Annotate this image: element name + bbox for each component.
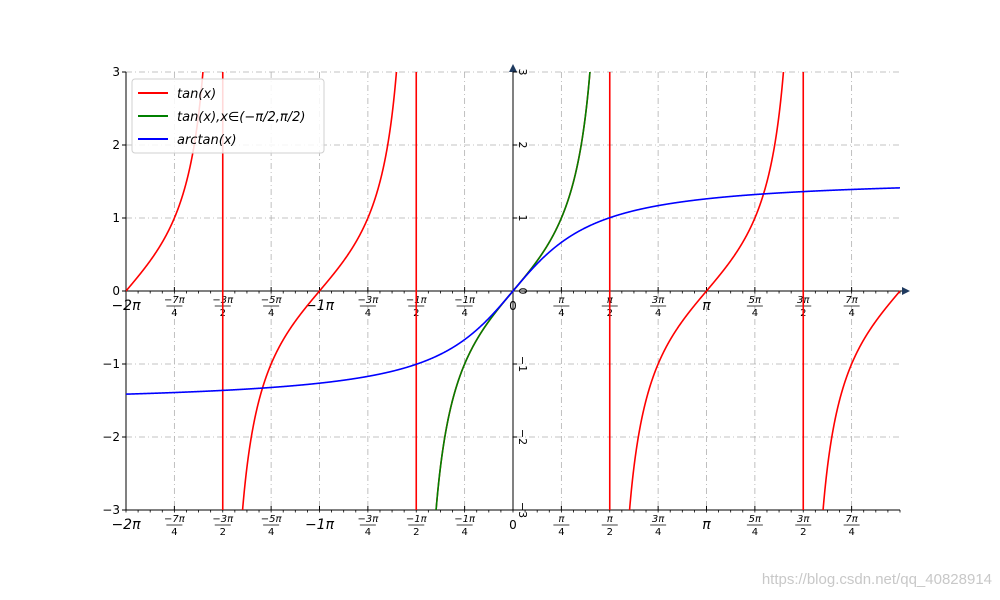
y-tick-label: −2 bbox=[102, 430, 120, 444]
y-center-tick-label: 3 bbox=[516, 69, 529, 76]
tick-text: −2π bbox=[111, 298, 141, 314]
tick-denominator: 4 bbox=[461, 527, 467, 538]
tick-text: π bbox=[702, 517, 711, 533]
tick-denominator: 4 bbox=[268, 527, 274, 538]
x-tick-label: −2π bbox=[111, 506, 141, 533]
tick-text: 0 bbox=[509, 299, 517, 313]
y-center-tick-label: −2 bbox=[516, 429, 529, 445]
tick-denominator: 4 bbox=[461, 308, 467, 319]
tick-denominator: 2 bbox=[220, 527, 226, 538]
tick-denominator: 4 bbox=[558, 527, 564, 538]
y-center-tick-label: −1 bbox=[516, 356, 529, 372]
tick-text: π bbox=[702, 298, 711, 314]
y-tick-label: 0 bbox=[112, 284, 120, 298]
tick-text: −1π bbox=[305, 517, 335, 533]
y-tick-label: −1 bbox=[102, 357, 120, 371]
tick-numerator: −1π bbox=[454, 514, 476, 525]
legend: tan(x) tan(x),x∈(−π/2,π/2) arctan(x) bbox=[131, 78, 325, 154]
x-tick-label: −1π2 bbox=[406, 506, 428, 538]
tick-numerator: 3π bbox=[797, 514, 810, 525]
x-tick-label: 3π4 bbox=[650, 287, 667, 319]
tick-numerator: 7π bbox=[845, 514, 858, 525]
x-tick-label: −3π4 bbox=[357, 287, 379, 319]
y-center-tick-label: −3 bbox=[516, 502, 529, 518]
legend-label: tan(x),x∈(−π/2,π/2) bbox=[177, 110, 305, 125]
y-center-tick-label: 1 bbox=[516, 215, 529, 222]
tick-numerator: 3π bbox=[652, 295, 665, 306]
tick-denominator: 4 bbox=[365, 527, 371, 538]
x-tick-label: −5π4 bbox=[261, 287, 283, 319]
tick-numerator: 7π bbox=[845, 295, 858, 306]
x-tick-label: −5π4 bbox=[261, 506, 283, 538]
x-tick-label: −1π4 bbox=[454, 287, 476, 319]
x-tick-label: π bbox=[702, 506, 711, 533]
tick-text: 0 bbox=[509, 518, 517, 532]
x-tick-label: −7π4 bbox=[164, 287, 186, 319]
tick-numerator: 3π bbox=[652, 514, 665, 525]
tick-numerator: π bbox=[607, 514, 614, 525]
tick-denominator: 2 bbox=[800, 527, 806, 538]
tick-numerator: −1π bbox=[406, 514, 428, 525]
tick-numerator: 5π bbox=[749, 295, 762, 306]
tick-denominator: 4 bbox=[171, 527, 177, 538]
legend-box bbox=[131, 78, 325, 154]
tick-denominator: 4 bbox=[365, 308, 371, 319]
y-axis-arrow bbox=[509, 64, 517, 72]
tick-denominator: 4 bbox=[655, 527, 661, 538]
y-tick-label: 3 bbox=[112, 65, 120, 79]
y-tick-label: 1 bbox=[112, 211, 120, 225]
tick-numerator: −5π bbox=[261, 295, 283, 306]
x-tick-label: 5π4 bbox=[746, 287, 763, 319]
tick-denominator: 4 bbox=[171, 308, 177, 319]
tick-denominator: 4 bbox=[752, 527, 758, 538]
tick-text: −2π bbox=[111, 517, 141, 533]
x-tick-label: −3π2 bbox=[212, 506, 234, 538]
legend-label: arctan(x) bbox=[177, 133, 237, 148]
x-tick-label: 7π4 bbox=[843, 287, 860, 319]
y-tick-label: 2 bbox=[112, 138, 120, 152]
watermark: https://blog.csdn.net/qq_40828914 bbox=[761, 571, 992, 588]
x-tick-label: π4 bbox=[553, 506, 570, 538]
x-axis-arrow bbox=[902, 287, 910, 295]
tick-text: −1π bbox=[305, 298, 335, 314]
tick-denominator: 4 bbox=[268, 308, 274, 319]
x-tick-label: 5π4 bbox=[746, 506, 763, 538]
tick-denominator: 2 bbox=[413, 527, 419, 538]
tick-denominator: 4 bbox=[558, 308, 564, 319]
tick-denominator: 4 bbox=[848, 527, 854, 538]
tick-numerator: −7π bbox=[164, 514, 186, 525]
tick-numerator: 5π bbox=[749, 514, 762, 525]
x-tick-label: 7π4 bbox=[843, 506, 860, 538]
tick-numerator: −3π bbox=[212, 514, 234, 525]
x-tick-label: π4 bbox=[553, 287, 570, 319]
tick-denominator: 4 bbox=[848, 308, 854, 319]
tick-numerator: −1π bbox=[454, 295, 476, 306]
tick-numerator: π bbox=[558, 514, 565, 525]
legend-label: tan(x) bbox=[177, 87, 216, 102]
x-tick-label: 0 bbox=[509, 506, 517, 532]
y-center-tick-label: 2 bbox=[516, 142, 529, 149]
tick-denominator: 4 bbox=[655, 308, 661, 319]
tick-denominator: 2 bbox=[607, 527, 613, 538]
y-center-tick-label: 0 bbox=[516, 288, 529, 295]
x-tick-label: −1π4 bbox=[454, 506, 476, 538]
x-tick-label: 3π4 bbox=[650, 506, 667, 538]
tick-numerator: −3π bbox=[357, 514, 379, 525]
y-tick-label: −3 bbox=[102, 503, 120, 517]
tick-numerator: π bbox=[558, 295, 565, 306]
tick-numerator: −7π bbox=[164, 295, 186, 306]
tick-numerator: −5π bbox=[261, 514, 283, 525]
x-tick-label: −3π4 bbox=[357, 506, 379, 538]
x-tick-label: −7π4 bbox=[164, 506, 186, 538]
tick-denominator: 4 bbox=[752, 308, 758, 319]
x-tick-label: −1π bbox=[305, 506, 335, 533]
series-line-arctan-2 bbox=[126, 187, 900, 395]
tick-numerator: −3π bbox=[357, 295, 379, 306]
